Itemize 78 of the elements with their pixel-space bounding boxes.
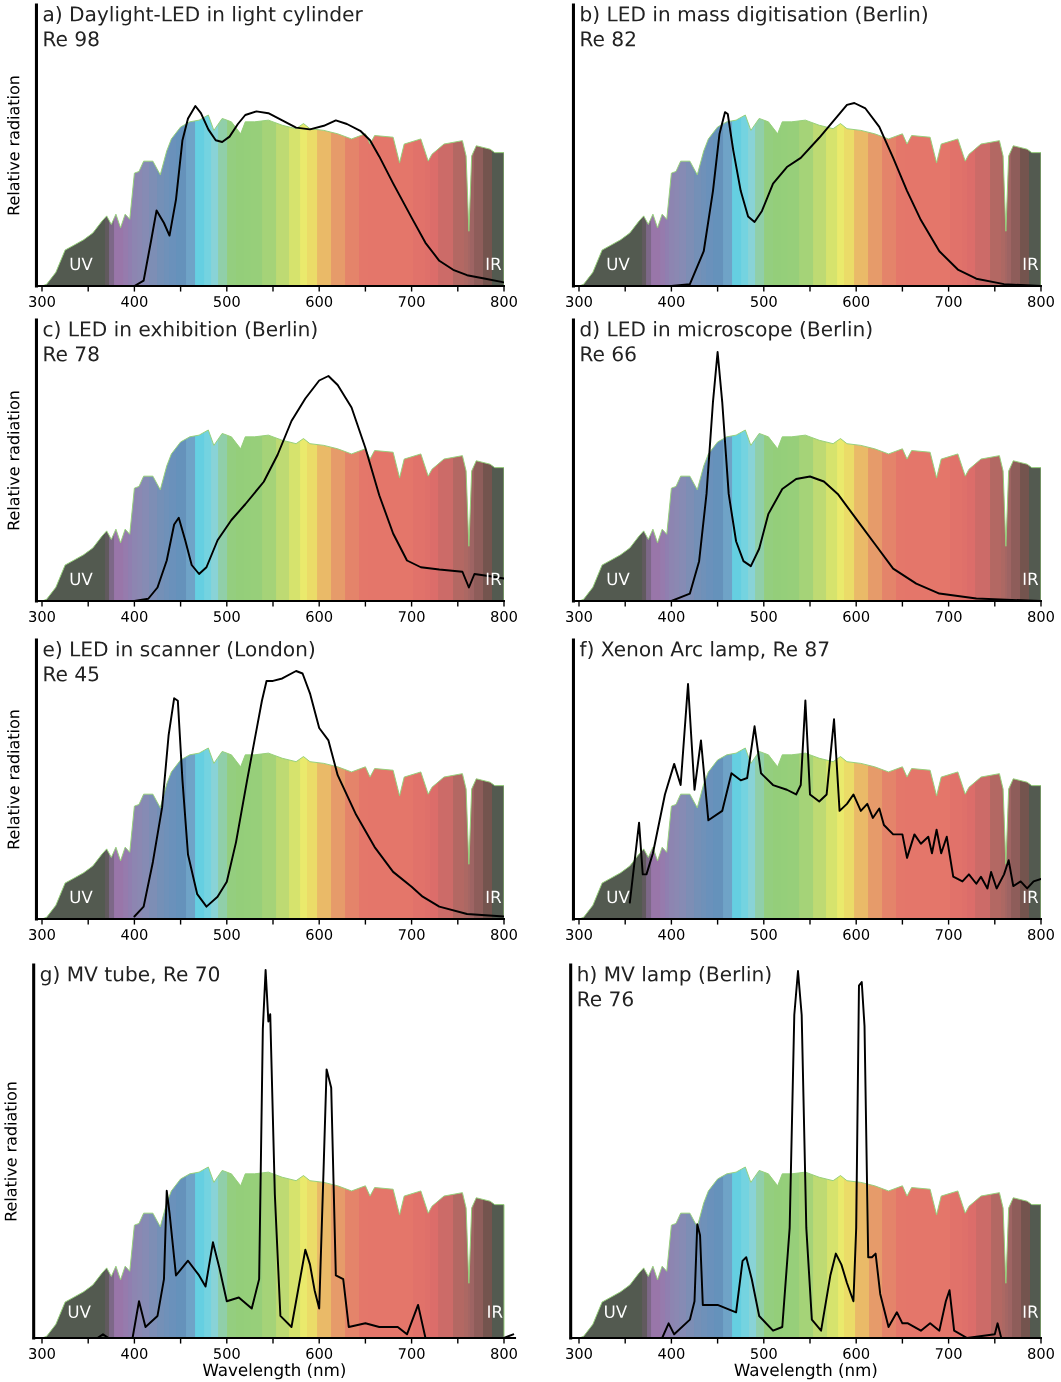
x-tick-label: 700 bbox=[935, 928, 962, 941]
x-tick-label: 800 bbox=[1028, 295, 1054, 308]
x-tick-label: 700 bbox=[398, 928, 425, 941]
x-tick-label: 400 bbox=[121, 295, 148, 308]
x-tick-label: 600 bbox=[306, 928, 333, 941]
x-tick-label: 400 bbox=[121, 1347, 148, 1360]
x-tick-label: 800 bbox=[491, 610, 517, 623]
annotation: UV bbox=[70, 257, 93, 271]
x-tick-label: 500 bbox=[214, 928, 240, 941]
y-axis-title: Relative radiation bbox=[7, 391, 20, 530]
annotation: IR bbox=[1023, 890, 1039, 903]
annotation: IR bbox=[486, 572, 502, 585]
x-tick-label: 600 bbox=[843, 1347, 870, 1360]
annotation: UV bbox=[68, 1305, 91, 1318]
annotation: UV bbox=[70, 572, 93, 586]
x-tick-label: 500 bbox=[214, 295, 240, 308]
x-tick-label: 700 bbox=[398, 295, 425, 308]
annotation: IR bbox=[1023, 1305, 1039, 1318]
x-tick-label: 600 bbox=[306, 295, 333, 308]
annotation: IR bbox=[486, 890, 502, 903]
chart-title: d) LED in microscope (Berlin) Re 66 bbox=[580, 321, 872, 362]
annotation: UV bbox=[607, 890, 630, 904]
x-tick-label: 300 bbox=[29, 928, 55, 941]
x-tick-label: 400 bbox=[658, 610, 685, 623]
x-tick-label: 500 bbox=[751, 1347, 777, 1360]
x-tick-label: 700 bbox=[935, 295, 962, 308]
x-tick-label: 700 bbox=[398, 610, 425, 623]
x-tick-label: 500 bbox=[751, 928, 777, 941]
x-tick-label: 500 bbox=[214, 1347, 240, 1360]
x-tick-label: 400 bbox=[121, 610, 148, 623]
annotation: IR bbox=[486, 257, 502, 270]
x-tick-label: 700 bbox=[935, 1347, 962, 1360]
chart-title: h) MV lamp (Berlin) Re 76 bbox=[578, 966, 771, 1007]
annotation: IR bbox=[488, 1305, 503, 1318]
x-tick-label: 400 bbox=[658, 295, 685, 308]
x-tick-label: 800 bbox=[491, 928, 517, 941]
chart-title: a) Daylight-LED in light cylinder Re 98 bbox=[43, 6, 363, 47]
x-tick-label: 400 bbox=[658, 1347, 685, 1360]
x-tick-label: 700 bbox=[935, 610, 962, 623]
chart-title: b) LED in mass digitisation (Berlin) Re 82 bbox=[581, 6, 927, 47]
y-axis-title: Relative radiation bbox=[4, 1082, 17, 1221]
x-tick-label: 600 bbox=[843, 610, 870, 623]
x-tick-label: 800 bbox=[1028, 610, 1054, 623]
chart-title: g) MV tube, Re 70 bbox=[40, 966, 220, 986]
x-tick-label: 600 bbox=[843, 295, 870, 308]
x-tick-label: 800 bbox=[491, 1347, 517, 1360]
x-tick-label: 800 bbox=[1028, 928, 1054, 941]
x-tick-label: 500 bbox=[751, 295, 777, 308]
x-tick-label: 300 bbox=[29, 1347, 55, 1360]
x-tick-label: 300 bbox=[566, 610, 592, 623]
x-tick-label: 300 bbox=[566, 1347, 592, 1360]
x-tick-label: 700 bbox=[398, 1347, 425, 1360]
chart-title: e) LED in scanner (London) Re 45 bbox=[43, 641, 315, 682]
x-axis-title: Wavelength (nm) bbox=[202, 1363, 345, 1380]
chart-title: c) LED in exhibition (Berlin) Re 78 bbox=[43, 321, 317, 362]
x-tick-label: 600 bbox=[306, 610, 333, 623]
annotation: UV bbox=[605, 1305, 628, 1318]
annotation: UV bbox=[607, 257, 630, 271]
annotation: IR bbox=[1023, 572, 1039, 585]
x-tick-label: 500 bbox=[751, 610, 777, 623]
annotation: UV bbox=[70, 890, 93, 904]
y-axis-title: Relative radiation bbox=[7, 76, 20, 215]
x-tick-label: 500 bbox=[214, 610, 240, 623]
y-axis-title: Relative radiation bbox=[7, 710, 20, 849]
x-axis-title: Wavelength (nm) bbox=[734, 1363, 877, 1380]
annotation: UV bbox=[607, 572, 630, 586]
x-tick-label: 300 bbox=[29, 295, 55, 308]
x-tick-label: 800 bbox=[491, 295, 517, 308]
x-tick-label: 600 bbox=[843, 928, 870, 941]
x-tick-label: 400 bbox=[121, 928, 148, 941]
x-tick-label: 300 bbox=[566, 928, 592, 941]
x-tick-label: 800 bbox=[1028, 1347, 1054, 1360]
annotation: IR bbox=[1023, 257, 1039, 270]
x-tick-label: 300 bbox=[566, 295, 592, 308]
chart-title: f) Xenon Arc lamp, Re 87 bbox=[579, 641, 829, 661]
x-tick-label: 600 bbox=[306, 1347, 333, 1360]
x-tick-label: 300 bbox=[29, 610, 55, 623]
x-tick-label: 400 bbox=[658, 928, 685, 941]
